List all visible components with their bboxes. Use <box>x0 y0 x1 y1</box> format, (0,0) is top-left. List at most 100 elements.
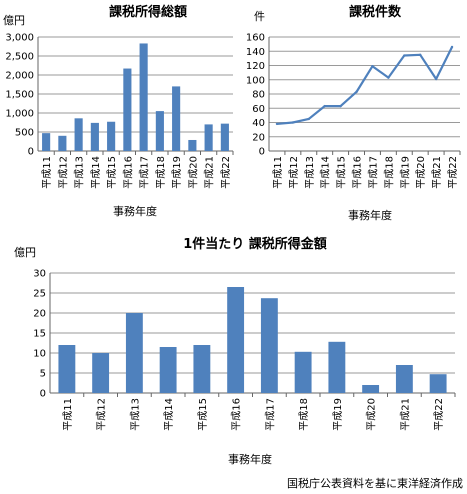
series-line <box>276 46 454 126</box>
bar-平成15 <box>107 121 116 151</box>
x-tick-label: 平成19 <box>171 156 183 189</box>
x-tick-label: 平成15 <box>336 156 348 189</box>
x-tick-label: 平成12 <box>57 156 69 189</box>
y-unit-label: 億円 <box>14 246 36 259</box>
x-tick-label: 平成22 <box>220 156 232 189</box>
x-axis-label: 事務年度 <box>113 204 157 218</box>
chart-taxable-cases: 課税件数 件 0 20 40 60 80 100 120 140 160 平成11 平成12 平成13 平成… <box>246 4 461 222</box>
y-tick-label: 30 <box>33 269 46 280</box>
y-tick-label: 3,000 <box>5 33 34 44</box>
x-tick-label: 平成22 <box>447 156 459 189</box>
point-平成18 <box>387 76 390 79</box>
bar-平成20 <box>188 139 197 151</box>
y-tick-label: 120 <box>246 61 265 72</box>
x-tick-label: 平成11 <box>272 156 284 189</box>
y-tick-label: 100 <box>246 75 265 86</box>
y-tick-label: 15 <box>33 329 46 340</box>
x-tick-label: 平成20 <box>366 398 378 431</box>
y-unit-label: 億円 <box>3 14 25 27</box>
point-平成16 <box>355 90 358 94</box>
point-平成15 <box>339 104 342 108</box>
y-tick-label: 140 <box>246 47 265 58</box>
x-tick-label: 平成14 <box>320 156 332 189</box>
y-tick-label: 160 <box>246 33 265 44</box>
x-axis-label: 事務年度 <box>228 452 272 466</box>
point-平成21 <box>434 77 438 81</box>
y-tick-label: 2,500 <box>5 52 34 63</box>
y-tick-label: 25 <box>33 289 46 300</box>
bar-平成22 <box>220 123 229 151</box>
bar-平成19 <box>328 341 346 393</box>
y-tick-label: 80 <box>252 90 265 101</box>
x-tick-label: 平成11 <box>62 398 74 431</box>
bar-平成13 <box>125 313 143 393</box>
x-tick-label: 平成19 <box>399 156 411 189</box>
bar-平成20 <box>362 385 380 393</box>
bar-平成17 <box>260 298 278 393</box>
bar-平成22 <box>429 374 447 393</box>
bar-平成12 <box>58 135 67 151</box>
bar-平成11 <box>42 133 51 151</box>
y-tick-label: 10 <box>33 349 46 360</box>
bar-平成15 <box>193 345 211 393</box>
x-tick-label: 平成22 <box>433 398 445 431</box>
x-tick-label: 平成16 <box>122 156 134 189</box>
x-tick-label: 平成13 <box>129 398 141 431</box>
point-平成19 <box>403 54 406 57</box>
x-tick-label: 平成14 <box>90 156 102 189</box>
x-tick-label: 平成17 <box>367 156 379 189</box>
chart-title: 1件当たり 課税所得金額 <box>183 236 327 252</box>
x-tick-label: 平成16 <box>231 398 243 431</box>
bar-平成13 <box>74 118 83 151</box>
y-tick-label: 60 <box>252 104 265 115</box>
x-tick-label: 平成14 <box>163 398 175 431</box>
bar-平成16 <box>227 287 245 393</box>
y-tick-label: 1,000 <box>5 109 34 120</box>
bar-平成14 <box>90 122 99 151</box>
y-tick-label: 20 <box>252 132 265 143</box>
x-tick-label: 平成21 <box>399 398 411 431</box>
x-axis-label: 事務年度 <box>348 208 392 222</box>
point-平成12 <box>291 121 295 124</box>
bar-平成11 <box>58 345 76 393</box>
x-tick-label: 平成17 <box>264 398 276 431</box>
chart-title: 課税所得総額 <box>109 4 187 20</box>
x-tick-label: 平成13 <box>74 156 86 189</box>
bar-平成18 <box>294 351 312 393</box>
bar-平成19 <box>172 86 181 151</box>
y-tick-label: 5 <box>40 369 46 380</box>
x-tick-label: 平成21 <box>204 156 216 189</box>
bar-平成16 <box>123 68 132 151</box>
point-平成14 <box>323 104 326 108</box>
x-tick-label: 平成20 <box>187 156 199 189</box>
x-tick-label: 平成20 <box>415 156 427 189</box>
x-tick-label: 平成17 <box>139 156 151 189</box>
point-平成13 <box>307 117 310 121</box>
bar-平成21 <box>395 365 413 393</box>
y-tick-label: 0 <box>259 147 265 158</box>
x-tick-label: 平成11 <box>41 156 53 189</box>
y-tick-label: 2,000 <box>5 71 34 82</box>
point-平成11 <box>275 122 279 126</box>
bar-平成14 <box>159 347 177 393</box>
x-tick-label: 平成18 <box>383 156 395 189</box>
x-tick-label: 平成19 <box>332 398 344 431</box>
x-tick-label: 平成12 <box>96 398 108 431</box>
bar-平成12 <box>92 353 110 393</box>
y-tick-label: 40 <box>252 118 265 129</box>
source-note: 国税庁公表資料を基に東洋経済作成 <box>287 476 463 490</box>
bar-平成18 <box>155 111 164 151</box>
y-tick-label: 20 <box>33 309 46 320</box>
y-tick-label: 0 <box>28 147 34 158</box>
x-tick-label: 平成13 <box>304 156 316 189</box>
x-tick-label: 平成16 <box>352 156 364 189</box>
y-tick-label: 1,500 <box>5 90 34 101</box>
x-tick-label: 平成18 <box>298 398 310 431</box>
chart-title: 課税件数 <box>349 4 402 20</box>
x-tick-label: 平成15 <box>197 398 209 431</box>
point-平成17 <box>371 65 374 68</box>
x-tick-label: 平成15 <box>106 156 118 189</box>
